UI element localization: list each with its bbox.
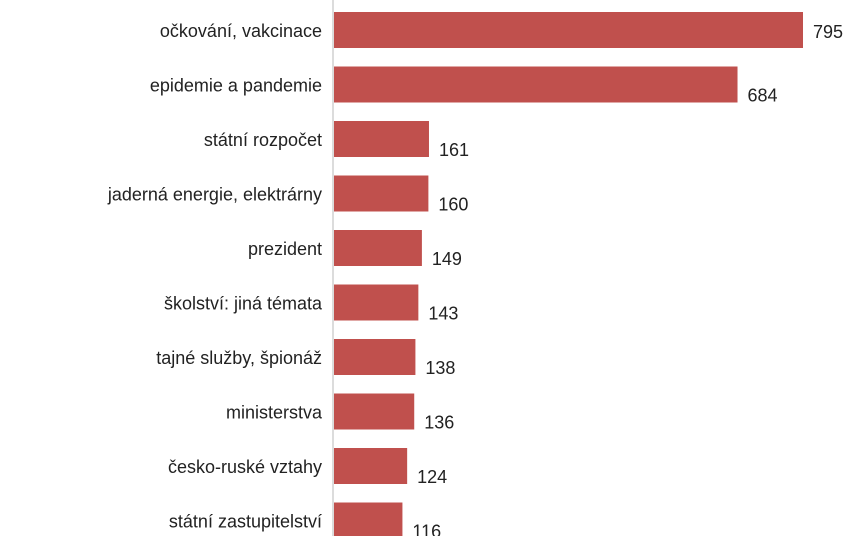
bar: [334, 121, 429, 157]
value-label: 149: [432, 249, 462, 269]
value-label: 684: [748, 85, 778, 105]
value-label: 160: [438, 194, 468, 214]
value-label: 161: [439, 140, 469, 160]
value-label: 795: [813, 22, 843, 42]
category-label: školství: jiná témata: [164, 293, 323, 313]
category-label: očkování, vakcinace: [160, 21, 322, 41]
category-label: státní rozpočet: [204, 130, 322, 150]
bar: [334, 393, 415, 430]
bar: [334, 175, 429, 212]
category-label: prezident: [248, 239, 322, 259]
value-label: 124: [417, 467, 447, 487]
bar: [334, 448, 408, 484]
category-label: ministerstva: [226, 402, 323, 422]
bar: [334, 230, 422, 266]
category-label: tajné služby, špionáž: [156, 348, 322, 368]
value-label: 143: [428, 303, 458, 323]
bar: [334, 12, 803, 48]
value-label: 138: [425, 358, 455, 378]
bar: [334, 502, 403, 536]
bar: [334, 339, 416, 375]
category-label: státní zastupitelství: [169, 511, 322, 531]
category-label: česko-ruské vztahy: [168, 457, 322, 477]
bar: [334, 284, 419, 321]
value-label: 116: [412, 521, 441, 536]
bar: [334, 66, 738, 103]
category-label: epidemie a pandemie: [150, 75, 322, 95]
category-label: jaderná energie, elektrárny: [107, 184, 322, 204]
value-label: 136: [424, 412, 454, 432]
